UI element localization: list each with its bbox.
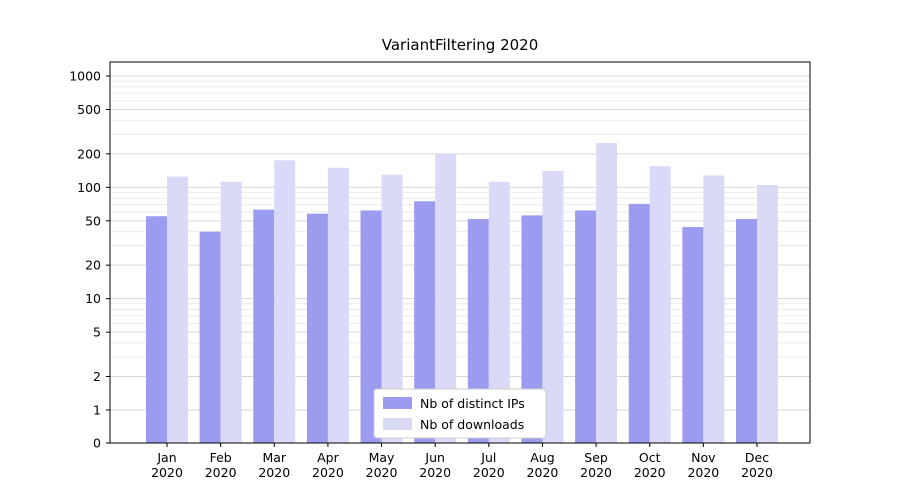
legend-swatch bbox=[383, 397, 412, 409]
legend-label: Nb of downloads bbox=[420, 417, 524, 432]
x-tick-year-label: 2020 bbox=[366, 465, 398, 480]
x-tick-year-label: 2020 bbox=[312, 465, 344, 480]
y-tick-label: 100 bbox=[77, 180, 101, 195]
bar-distinct-ips-dec bbox=[736, 218, 757, 443]
bar-distinct-ips-oct bbox=[628, 203, 650, 443]
bar-distinct-ips-feb bbox=[199, 231, 221, 443]
x-tick-label: Dec bbox=[745, 450, 769, 465]
x-tick-year-label: 2020 bbox=[151, 465, 183, 480]
bars-layer bbox=[146, 143, 778, 444]
x-tick-label: Nov bbox=[691, 450, 716, 465]
y-tick-label: 20 bbox=[85, 258, 101, 273]
bar-downloads-jun bbox=[435, 153, 457, 443]
x-tick-year-label: 2020 bbox=[634, 465, 666, 480]
x-tick-year-label: 2020 bbox=[687, 465, 719, 480]
x-tick-year-label: 2020 bbox=[527, 465, 559, 480]
bar-distinct-ips-nov bbox=[682, 227, 704, 443]
x-tick-year-label: 2020 bbox=[258, 465, 290, 480]
x-tick-label: Aug bbox=[530, 450, 554, 465]
x-tick-label: Jan bbox=[156, 450, 176, 465]
legend-box bbox=[373, 388, 547, 439]
bar-distinct-ips-jul bbox=[467, 218, 489, 443]
plot-border bbox=[109, 61, 811, 444]
x-tick-label: Sep bbox=[584, 450, 608, 465]
x-tick-label: Oct bbox=[639, 450, 661, 465]
bar-downloads-dec bbox=[757, 184, 778, 444]
legend: Nb of distinct IPs Nb of downloads bbox=[373, 388, 547, 439]
bar-downloads-aug bbox=[542, 171, 564, 444]
x-tick-year-label: 2020 bbox=[580, 465, 612, 480]
bar-downloads-nov bbox=[703, 175, 725, 444]
y-tick-label: 0 bbox=[93, 436, 101, 451]
bar-distinct-ips-mar bbox=[253, 209, 275, 443]
bar-distinct-ips-jun bbox=[414, 201, 436, 443]
bar-downloads-jul bbox=[488, 181, 510, 443]
x-tick-label: May bbox=[369, 450, 395, 465]
bar-downloads-may bbox=[381, 174, 403, 443]
bar-downloads-jan bbox=[167, 176, 188, 444]
x-tick-label: Feb bbox=[210, 450, 232, 465]
x-tick-year-label: 2020 bbox=[419, 465, 451, 480]
y-tick-label: 50 bbox=[85, 213, 101, 228]
x-tick-year-label: 2020 bbox=[205, 465, 237, 480]
x-tick-label: Jul bbox=[480, 450, 496, 465]
bar-distinct-ips-aug bbox=[521, 215, 543, 443]
x-tick-label: Apr bbox=[317, 450, 339, 465]
bar-distinct-ips-sep bbox=[575, 210, 597, 443]
y-tick-label: 5 bbox=[93, 325, 101, 340]
bar-distinct-ips-jan bbox=[146, 216, 167, 443]
bar-downloads-feb bbox=[220, 181, 242, 443]
x-tick-label: Mar bbox=[262, 450, 286, 465]
y-tick-label: 1000 bbox=[69, 69, 101, 84]
y-tick-label: 2 bbox=[93, 369, 101, 384]
bar-downloads-oct bbox=[649, 166, 671, 443]
x-tick-year-label: 2020 bbox=[473, 465, 505, 480]
bar-downloads-sep bbox=[596, 143, 618, 443]
axes-layer: 01251020501002005001000Jan2020Feb2020Mar… bbox=[69, 69, 773, 481]
y-tick-label: 200 bbox=[77, 146, 101, 161]
legend-label: Nb of distinct IPs bbox=[420, 396, 525, 411]
x-tick-label: Jun bbox=[424, 450, 445, 465]
legend-swatch bbox=[383, 418, 412, 430]
bar-distinct-ips-may bbox=[360, 210, 382, 443]
chart-title: VariantFiltering 2020 bbox=[382, 36, 539, 54]
y-tick-label: 10 bbox=[85, 291, 101, 306]
y-tick-label: 500 bbox=[77, 102, 101, 117]
y-tick-label: 1 bbox=[93, 403, 101, 418]
bar-distinct-ips-apr bbox=[306, 213, 328, 443]
bar-downloads-mar bbox=[274, 160, 296, 444]
bar-downloads-apr bbox=[327, 167, 349, 443]
x-tick-year-label: 2020 bbox=[741, 465, 773, 480]
